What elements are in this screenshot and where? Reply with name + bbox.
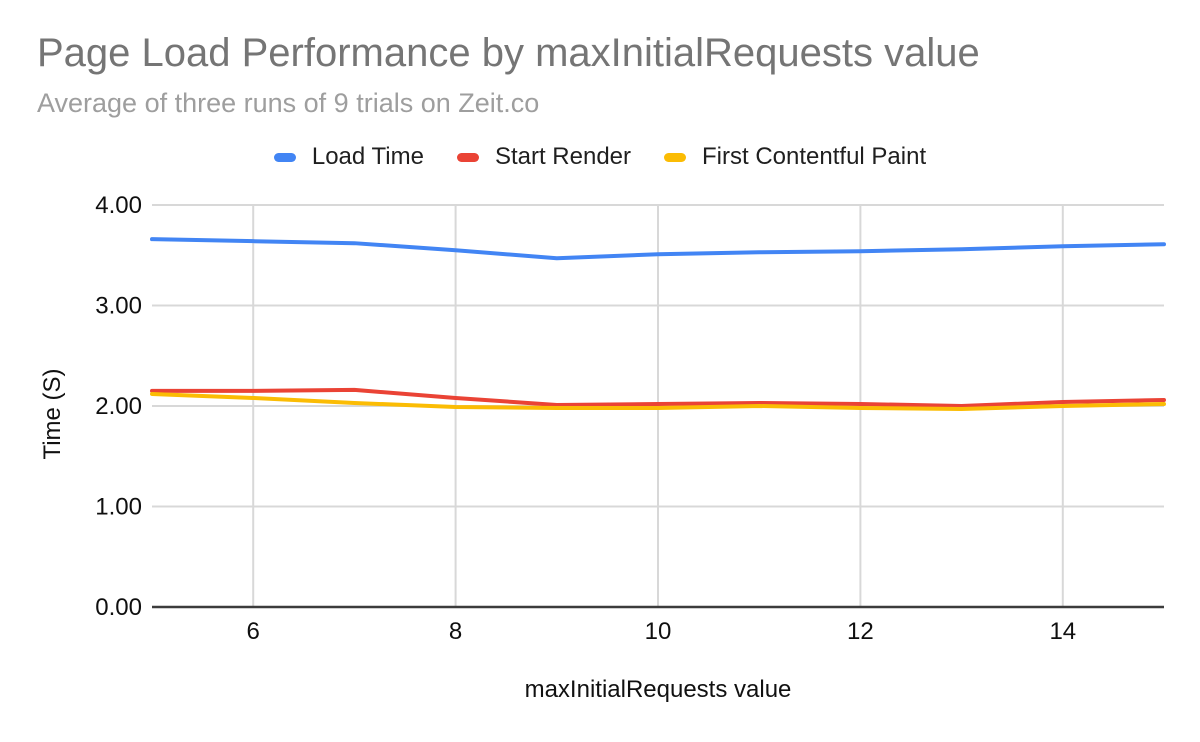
legend-item-first-contentful-paint: First Contentful Paint [664, 143, 926, 171]
y-tick-label: 2.00 [95, 393, 142, 420]
y-axis-title: Time (S) [39, 368, 66, 460]
chart-legend: Load Time Start Render First Contentful … [0, 142, 1200, 172]
x-axis-title: maxInitialRequests value [524, 676, 792, 703]
legend-label-start-render: Start Render [494, 143, 632, 170]
y-tick-label: 0.00 [95, 594, 142, 621]
legend-label-first-contentful-paint: First Contentful Paint [702, 143, 927, 170]
y-tick-label: 4.00 [95, 192, 142, 219]
series-line-start-render [150, 387, 1166, 408]
y-tick-label: 3.00 [95, 293, 142, 320]
legend-swatch-start-render-icon [456, 152, 479, 162]
legend-label-load-time: Load Time [311, 143, 424, 170]
x-tick-label: 6 [247, 618, 260, 645]
legend-item-load-time: Load Time [273, 143, 424, 171]
x-tick-label: 12 [847, 618, 874, 645]
legend-swatch-load-time-icon [273, 152, 296, 162]
series-line-first-contentful-paint [150, 391, 1166, 412]
x-tick-label: 14 [1049, 618, 1076, 645]
chart-subtitle: Average of three runs of 9 trials on Zei… [37, 88, 540, 118]
x-tick-label: 10 [645, 618, 672, 645]
legend-item-start-render: Start Render [456, 143, 632, 171]
series-line-load-time [150, 237, 1166, 261]
y-tick-label: 1.00 [95, 494, 142, 521]
x-tick-label: 8 [449, 618, 462, 645]
legend-swatch-first-contentful-paint-icon [664, 152, 687, 162]
chart-title: Page Load Performance by maxInitialReque… [37, 31, 980, 75]
